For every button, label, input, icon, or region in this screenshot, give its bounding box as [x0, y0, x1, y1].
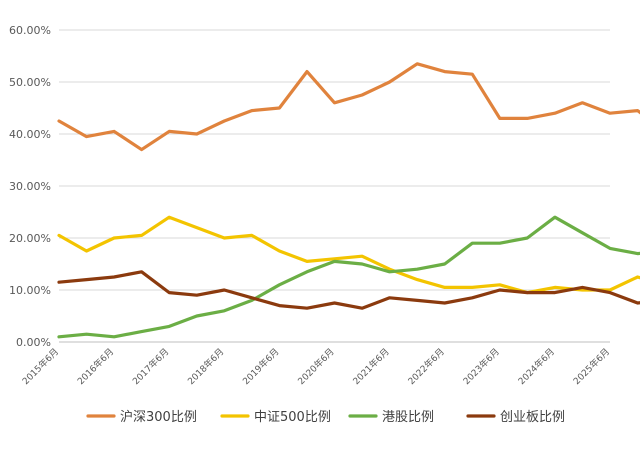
x-tick-label: 2019年6月	[240, 346, 281, 387]
x-tick-label: 2020年6月	[295, 346, 336, 387]
x-tick-label: 2016年6月	[75, 346, 116, 387]
x-tick-label: 2017年6月	[130, 346, 171, 387]
series-line-4	[57, 270, 640, 310]
legend: 沪深300比例 中证500比例 港股比例 创业板比例	[86, 409, 565, 425]
y-tick-label: 20.00%	[9, 232, 51, 245]
legend-label: 中证500比例	[254, 410, 331, 425]
x-tick-label: 2018年6月	[185, 346, 226, 387]
y-axis-tick-labels: 0.00% 10.00% 20.00% 30.00% 40.00% 50.00% 60.00…	[9, 24, 51, 349]
y-tick-label: 30.00%	[9, 180, 51, 193]
y-tick-label: 0.00%	[16, 336, 51, 349]
x-tick-label: 2025年6月	[571, 346, 612, 387]
y-tick-label: 50.00%	[9, 76, 51, 89]
series-lines	[57, 62, 640, 339]
series-line-3	[57, 215, 640, 339]
series-line-2	[57, 215, 640, 295]
x-tick-label: 2023年6月	[460, 346, 501, 387]
x-axis-tick-labels: 2015年6月 2016年6月 2017年6月 2018年6月 2019年6月 2020年…	[20, 346, 612, 387]
y-tick-label: 10.00%	[9, 284, 51, 297]
legend-label: 创业板比例	[500, 410, 565, 425]
gridlines	[59, 29, 610, 343]
legend-label: 沪深300比例	[120, 409, 197, 425]
series-line-1	[57, 62, 640, 152]
y-tick-label: 60.00%	[9, 24, 51, 37]
x-tick-label: 2024年6月	[516, 346, 557, 387]
x-tick-label: 2022年6月	[405, 346, 446, 387]
x-tick-label: 2015年6月	[20, 346, 61, 387]
legend-label: 港股比例	[382, 410, 434, 425]
y-tick-label: 40.00%	[9, 128, 51, 141]
x-tick-label: 2021年6月	[350, 346, 391, 387]
